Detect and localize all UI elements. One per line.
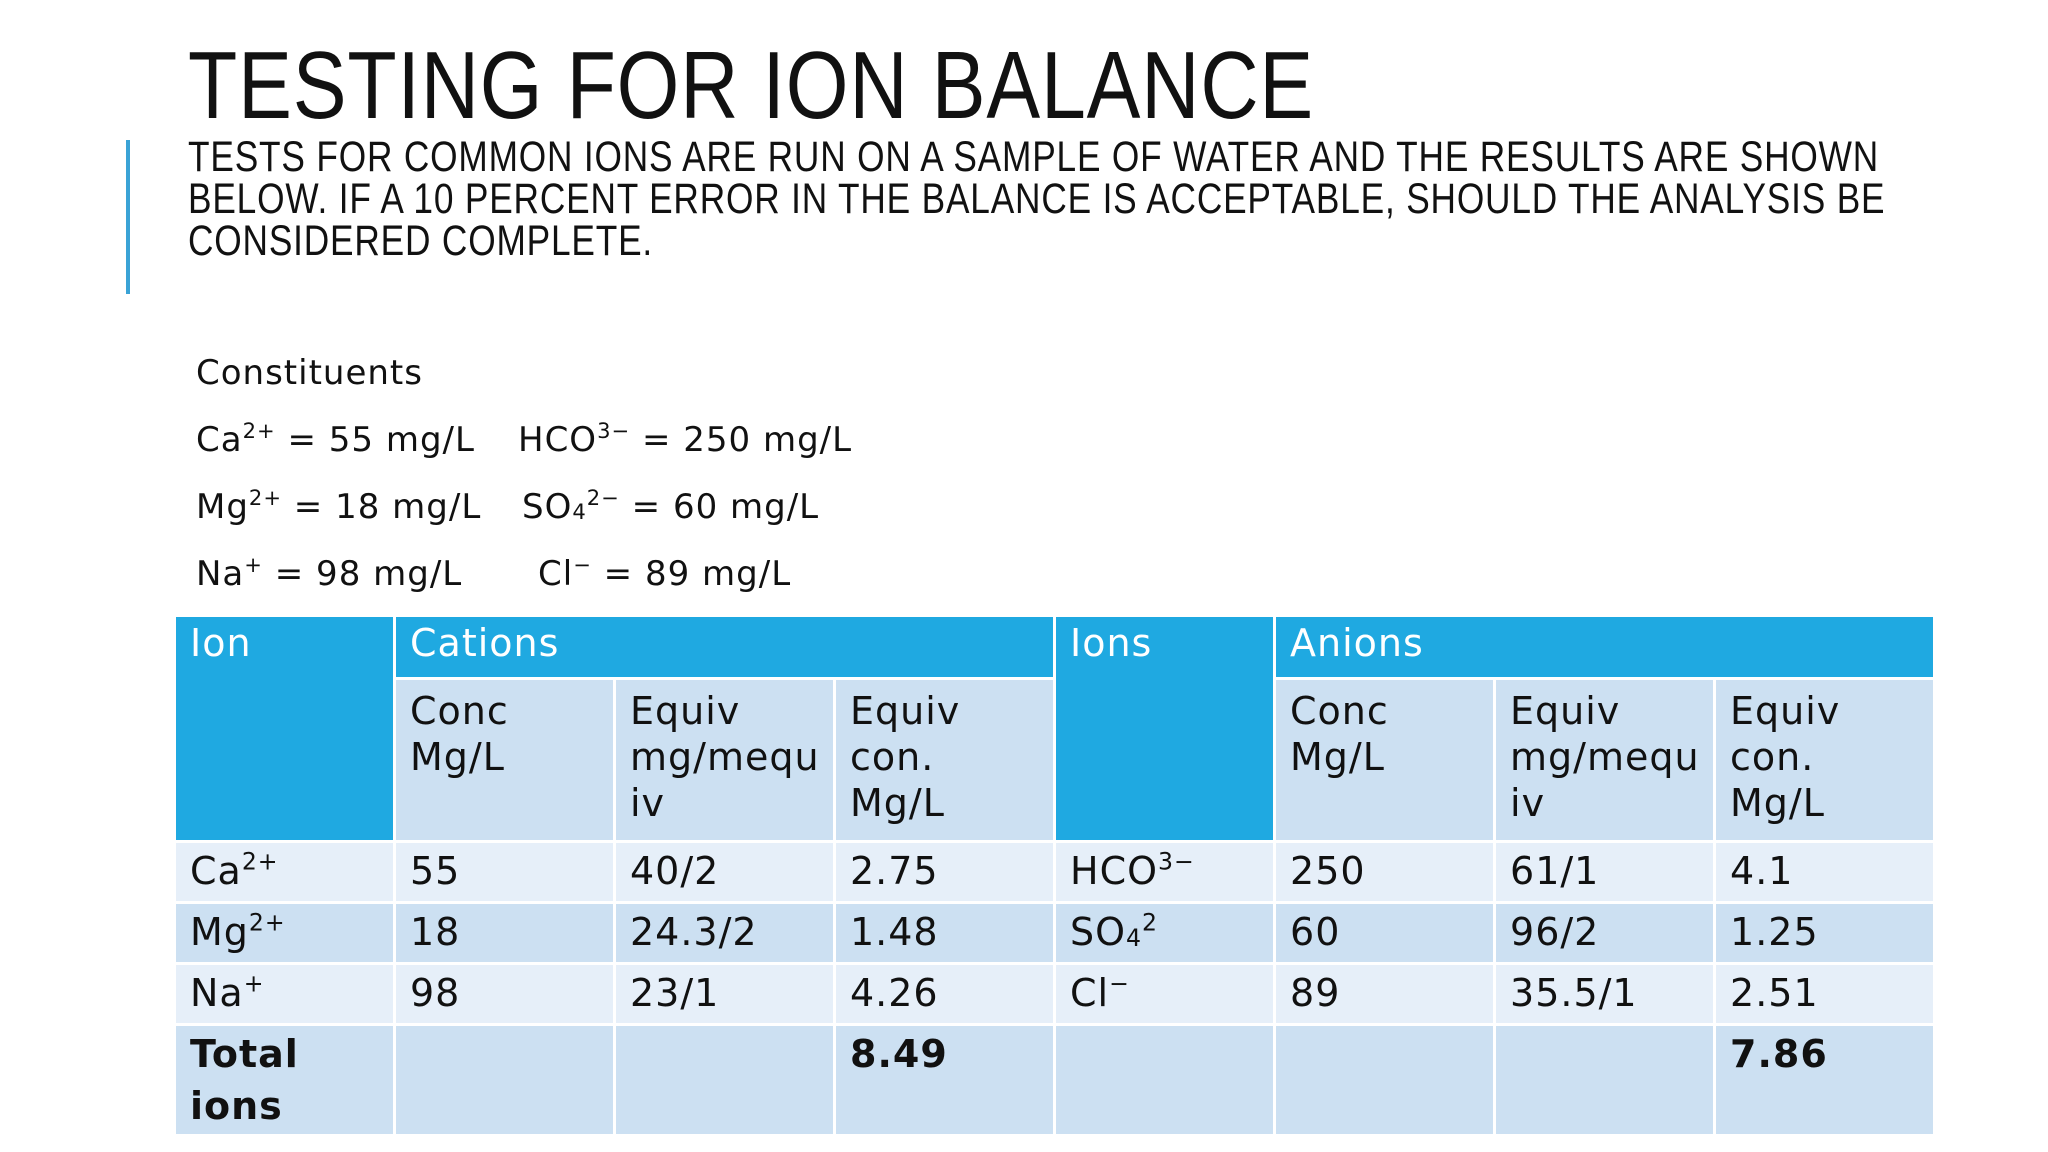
header-cations: Cations [392, 614, 1057, 680]
anion-total: 7.86 [1713, 1023, 1937, 1137]
constituent-row: Ca2+ = 55 mg/L HCO3− = 250 mg/L [196, 415, 851, 465]
cell-cation-equiv: 40/2 [613, 840, 836, 904]
cell-anion-equiv: 61/1 [1493, 840, 1717, 904]
cell-cation-conc: 18 [393, 901, 616, 965]
header-anions: Anions [1273, 614, 1937, 680]
constituent-cation: Na+ = 98 mg/L [196, 551, 463, 594]
slide-title: TESTING FOR ION BALANCE [188, 32, 1315, 139]
empty-cell [393, 1023, 616, 1137]
table-row: Na+ 98 23/1 4.26 Cl− 89 35.5/1 2.51 [173, 962, 1937, 1026]
table-row: Ca2+ 55 40/2 2.75 HCO3− 250 61/1 4.1 [173, 840, 1937, 904]
cell-anion-equiv: 96/2 [1493, 901, 1717, 965]
constituent-row: Na+ = 98 mg/L Cl− = 89 mg/L [196, 549, 790, 599]
header-ion: Ion [173, 614, 396, 843]
cell-anion: Cl− [1053, 962, 1277, 1026]
ion-balance-table: Ion Cations Ions Anions Conc Mg/L Equiv … [173, 614, 1937, 1137]
cell-anion-equiv: 35.5/1 [1493, 962, 1717, 1026]
cell-anion-equiv-conc: 1.25 [1713, 901, 1937, 965]
constituent-cation: Ca2+ = 55 mg/L [196, 417, 475, 460]
total-label: Total ions [173, 1023, 396, 1137]
table-header-row: Ion Cations Ions Anions [173, 614, 1937, 843]
empty-cell [613, 1023, 836, 1137]
constituent-cation: Mg2+ = 18 mg/L [196, 484, 482, 527]
cell-cation-equiv: 24.3/2 [613, 901, 836, 965]
cell-cation-equiv-conc: 4.26 [832, 962, 1057, 1026]
header-ions: Ions [1053, 614, 1277, 843]
total-row: Total ions 8.49 7.86 [173, 1023, 1937, 1137]
subheader-cation-equiv-weight: Equiv mg/mequ iv [613, 677, 836, 843]
cell-anion: HCO3− [1053, 840, 1277, 904]
cell-cation: Mg2+ [173, 901, 396, 965]
constituent-anion: SO42− = 60 mg/L [522, 484, 820, 527]
cell-cation-equiv: 23/1 [613, 962, 836, 1026]
cell-cation: Ca2+ [173, 840, 396, 904]
subheader-cation-equiv-conc: Equiv con. Mg/L [832, 677, 1057, 843]
cell-cation-conc: 55 [393, 840, 616, 904]
cell-cation-equiv-conc: 1.48 [832, 901, 1057, 965]
subheader-anion-equiv-weight: Equiv mg/mequ iv [1493, 677, 1717, 843]
cell-cation-equiv-conc: 2.75 [832, 840, 1057, 904]
constituent-anion: HCO3− = 250 mg/L [518, 417, 853, 460]
cell-anion-conc: 60 [1273, 901, 1497, 965]
accent-bar [126, 140, 130, 294]
constituent-anion: Cl− = 89 mg/L [538, 551, 792, 594]
constituent-row: Mg2+ = 18 mg/L SO42− = 60 mg/L [196, 482, 818, 532]
cell-cation-conc: 98 [393, 962, 616, 1026]
cell-anion-equiv-conc: 2.51 [1713, 962, 1937, 1026]
empty-cell [1273, 1023, 1497, 1137]
subheader-anion-conc: Conc Mg/L [1273, 677, 1497, 843]
cell-cation: Na+ [173, 962, 396, 1026]
cation-total: 8.49 [832, 1023, 1057, 1137]
subheader-anion-equiv-conc: Equiv con. Mg/L [1713, 677, 1937, 843]
subheader-cation-conc: Conc Mg/L [393, 677, 616, 843]
cell-anion-conc: 250 [1273, 840, 1497, 904]
table-row: Mg2+ 18 24.3/2 1.48 SO42 60 96/2 1.25 [173, 901, 1937, 965]
slide-subtitle: TESTS FOR COMMON IONS ARE RUN ON A SAMPL… [188, 133, 1886, 265]
table-subheader-row: Conc Mg/L Equiv mg/mequ iv Equiv con. Mg… [175, 677, 1937, 843]
empty-cell [1493, 1023, 1717, 1137]
constituents-heading: Constituents [196, 353, 423, 393]
cell-anion: SO42 [1053, 901, 1277, 965]
cell-anion-conc: 89 [1273, 962, 1497, 1026]
empty-cell [1053, 1023, 1277, 1137]
cell-anion-equiv-conc: 4.1 [1713, 840, 1937, 904]
